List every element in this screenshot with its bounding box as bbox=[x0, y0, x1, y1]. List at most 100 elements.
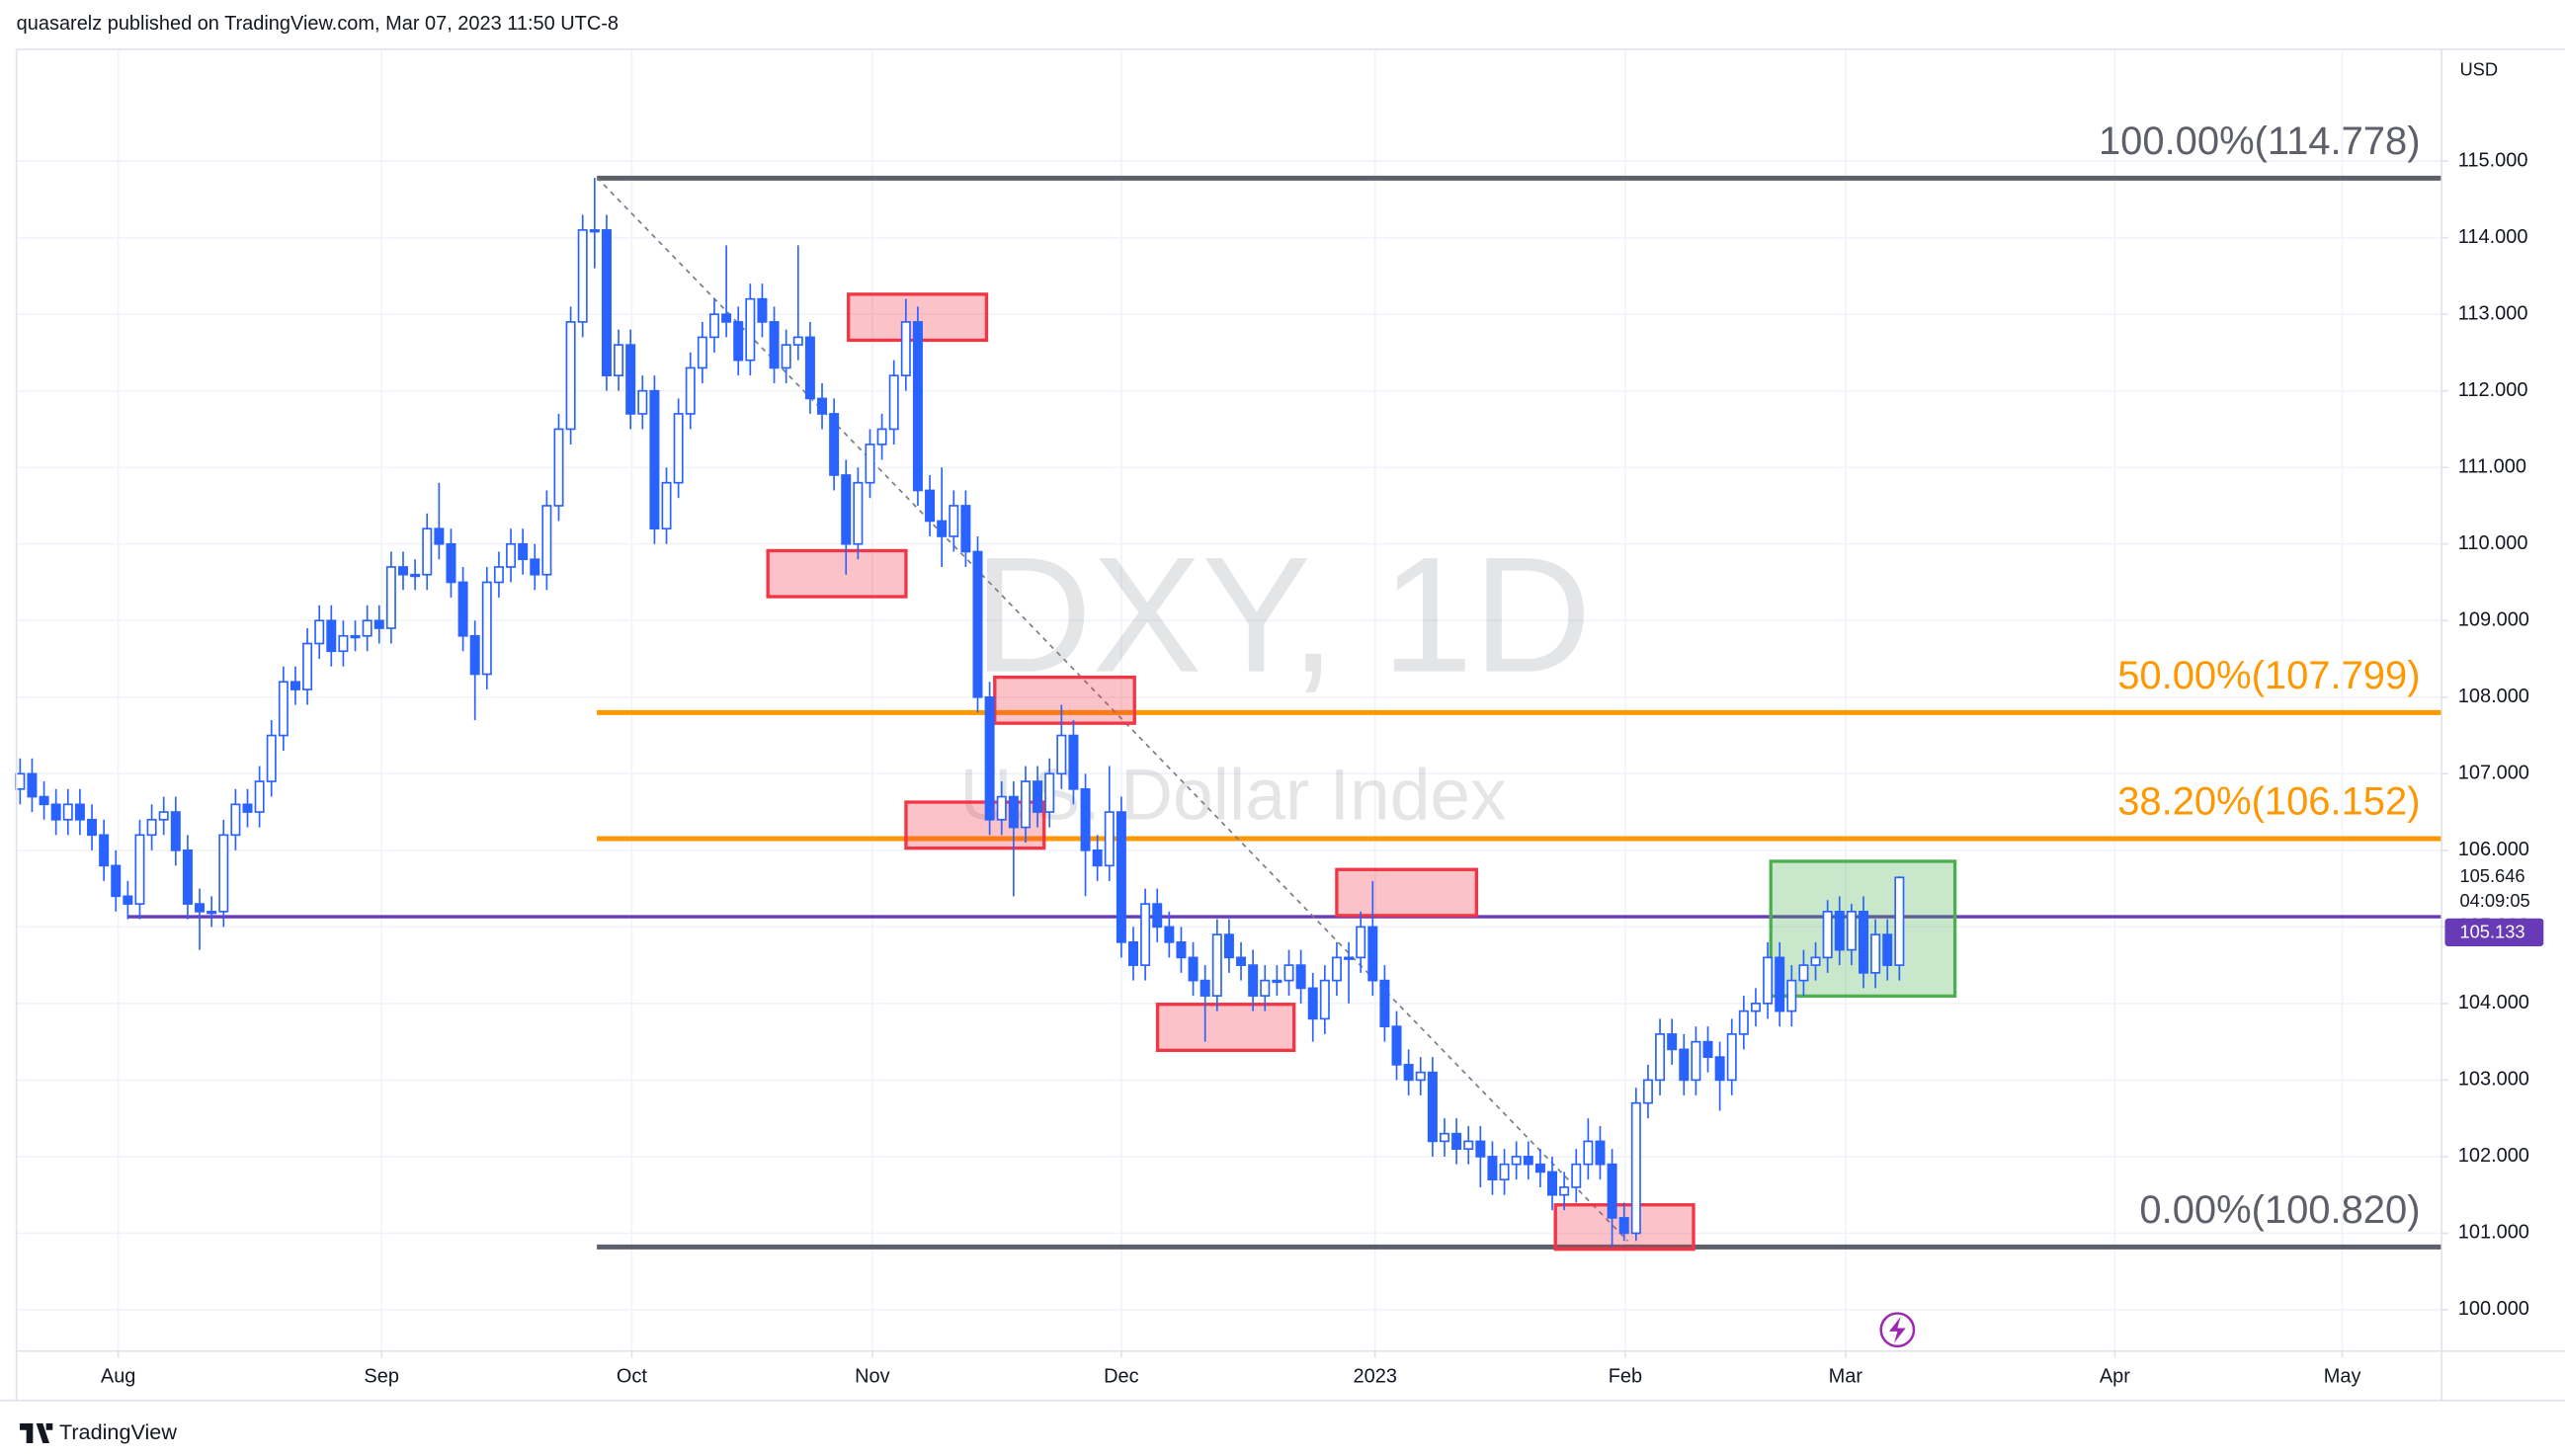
candle-body bbox=[1356, 926, 1366, 959]
candle-body bbox=[1056, 734, 1067, 775]
candle-body bbox=[123, 895, 133, 905]
candle-body bbox=[1020, 780, 1031, 829]
candle-body bbox=[853, 481, 864, 545]
zone[interactable] bbox=[1155, 1003, 1296, 1052]
candle-body bbox=[888, 374, 899, 431]
candle-body bbox=[99, 834, 110, 867]
candle-body bbox=[74, 803, 85, 821]
candle-body bbox=[949, 505, 959, 537]
candle-body bbox=[1152, 903, 1163, 929]
candle-body bbox=[326, 619, 337, 653]
candle-body bbox=[457, 581, 468, 637]
fib-level-label: 100.00%(114.778) bbox=[2099, 120, 2421, 163]
candle-body bbox=[1331, 956, 1342, 982]
candle-body bbox=[565, 321, 576, 431]
grid bbox=[16, 48, 2442, 1351]
candle-body bbox=[1583, 1140, 1594, 1166]
y-tick-label: 107.000 bbox=[2458, 763, 2529, 784]
zone[interactable] bbox=[1335, 867, 1479, 918]
y-tick-label: 109.000 bbox=[2458, 609, 2529, 631]
x-tick-label: Apr bbox=[2100, 1366, 2130, 1388]
candle-body bbox=[589, 229, 600, 233]
candle-body bbox=[1008, 795, 1019, 829]
y-tick-label: 103.000 bbox=[2458, 1069, 2529, 1091]
candle-body bbox=[1571, 1163, 1582, 1188]
candle-body bbox=[350, 634, 361, 639]
candle-body bbox=[1248, 964, 1259, 997]
candle-body bbox=[614, 344, 624, 377]
candle-body bbox=[1344, 956, 1355, 960]
candle-body bbox=[1475, 1140, 1486, 1158]
candle-body bbox=[577, 229, 588, 323]
levels: 100.00%(114.778) 50.00%(107.799) 38.20%(10… bbox=[127, 120, 2442, 1250]
x-tick-label: Dec bbox=[1104, 1366, 1139, 1388]
candle-body bbox=[1786, 979, 1797, 1012]
candle-body bbox=[1810, 956, 1821, 966]
candle-body bbox=[493, 566, 504, 584]
candle-body bbox=[506, 542, 517, 568]
candle-body bbox=[1750, 1003, 1761, 1012]
candle-body bbox=[158, 811, 169, 821]
candle-body bbox=[804, 336, 815, 400]
candle-body bbox=[1391, 1025, 1402, 1066]
zone[interactable] bbox=[766, 548, 908, 599]
candle-body bbox=[50, 803, 61, 821]
brand-icon bbox=[20, 1423, 53, 1444]
candle-body bbox=[1714, 1056, 1725, 1082]
candle-body bbox=[1200, 979, 1210, 997]
candle-body bbox=[373, 619, 384, 629]
candle-body bbox=[1164, 926, 1175, 943]
candle-body bbox=[111, 864, 122, 898]
candle-body bbox=[1033, 780, 1043, 813]
currency-label: USD bbox=[2459, 58, 2498, 79]
candle-body bbox=[829, 413, 840, 476]
candle-body bbox=[1859, 911, 1868, 974]
candle-body bbox=[1882, 933, 1893, 966]
candle-body bbox=[530, 558, 540, 576]
candle-body bbox=[422, 527, 433, 576]
candle-body bbox=[1618, 1217, 1629, 1235]
candle-body bbox=[1775, 956, 1785, 1012]
candle-body bbox=[937, 520, 948, 537]
candle-body bbox=[1439, 1132, 1449, 1143]
fib-level-label: 50.00%(107.799) bbox=[2117, 654, 2420, 697]
candle-body bbox=[1128, 941, 1138, 966]
candle-body bbox=[87, 818, 98, 837]
candle-body bbox=[1140, 903, 1151, 966]
candle-body bbox=[1236, 956, 1247, 966]
candle-body bbox=[817, 397, 828, 415]
candle-body bbox=[1822, 911, 1833, 959]
candle-body bbox=[1894, 876, 1905, 966]
candle-body bbox=[302, 642, 313, 690]
candle-body bbox=[553, 428, 564, 507]
brand-logo[interactable]: TradingView bbox=[20, 1419, 177, 1444]
candle-body bbox=[1547, 1171, 1558, 1196]
candle-body bbox=[1176, 941, 1187, 959]
candle-body bbox=[1691, 1040, 1701, 1082]
y-tick-label: 102.000 bbox=[2458, 1145, 2529, 1167]
candle-body bbox=[781, 344, 791, 369]
candle-body bbox=[1451, 1132, 1462, 1151]
candle-body bbox=[625, 344, 636, 415]
candle-body bbox=[541, 505, 552, 576]
candle-body bbox=[1499, 1163, 1510, 1181]
candle-body bbox=[1595, 1140, 1606, 1166]
zone[interactable] bbox=[993, 675, 1136, 725]
candle-body bbox=[1763, 956, 1774, 1005]
y-tick-label: 108.000 bbox=[2458, 686, 2529, 707]
candle-body bbox=[1523, 1156, 1533, 1166]
candle-body bbox=[218, 834, 229, 913]
candle-body bbox=[290, 681, 300, 690]
y-tick-label: 115.000 bbox=[2458, 149, 2528, 171]
candle-body bbox=[900, 321, 911, 377]
event-icon[interactable] bbox=[1879, 1312, 1916, 1348]
candle-body bbox=[1260, 979, 1271, 997]
candle-body bbox=[1415, 1071, 1426, 1082]
candle-body bbox=[1272, 979, 1282, 984]
candle-body bbox=[1846, 911, 1857, 951]
y-tick-label: 113.000 bbox=[2458, 302, 2528, 324]
candle-body bbox=[769, 321, 780, 369]
candle-body bbox=[314, 619, 325, 645]
